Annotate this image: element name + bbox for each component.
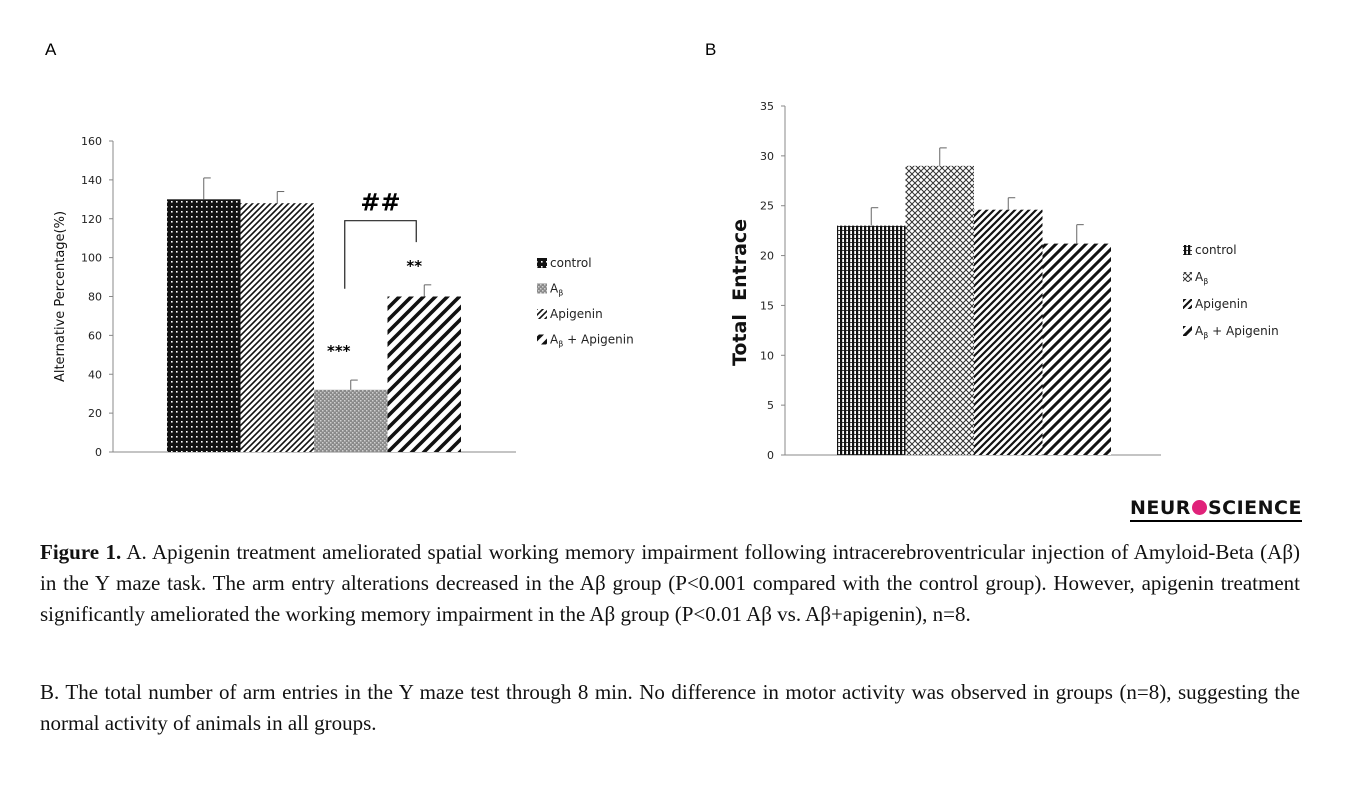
chart-a-annotation-ab: ***: [327, 342, 351, 360]
chart-a-tick-label: 0: [95, 446, 102, 459]
chart-b-tick-label: 15: [760, 299, 774, 312]
chart-a-tick-label: 140: [81, 174, 102, 187]
chart-a-legend-swatch-control: [537, 258, 547, 268]
figure-caption-b: B. The total number of arm entries in th…: [40, 680, 1300, 735]
chart-b-bar-apigenin: [974, 209, 1043, 455]
chart-a-legend-swatch-ab-apigenin: [537, 334, 547, 345]
chart-b-bar-ab: [905, 165, 974, 456]
figure-caption-a: Figure 1. A. Apigenin treatment ameliora…: [40, 537, 1300, 630]
chart-b-tick-label: 30: [760, 150, 774, 163]
chart-b-tick-label: 10: [760, 349, 774, 362]
chart-b-bar-control: [837, 225, 906, 455]
chart-b-legend-swatch-control: [1183, 245, 1192, 255]
logo-brain-icon: [1191, 500, 1207, 515]
caption-lead: Figure 1.: [40, 540, 122, 564]
chart-a-tick-label: 160: [81, 135, 102, 148]
chart-a: 0 20 40 60 80 100 120 140 160 Alternative Percent…: [53, 135, 634, 459]
chart-b-legend-label-control: control: [1195, 243, 1237, 257]
chart-b-legend-swatch-apigenin: [1183, 299, 1192, 309]
chart-b-bar-ab-apigenin: [1042, 243, 1111, 455]
chart-a-tick-label: 20: [88, 407, 102, 420]
panel-b-label: B: [705, 40, 717, 59]
neuroscience-logo: NEUR SCIENCE: [1130, 497, 1302, 522]
chart-b-legend-label-apigenin: Apigenin: [1195, 297, 1248, 311]
chart-a-annotation-ab-api: **: [406, 257, 422, 275]
logo-text-right: SCIENCE: [1207, 497, 1302, 519]
chart-a-significance-bracket: [344, 220, 417, 289]
chart-b-tick-label: 0: [767, 449, 774, 462]
chart-b-tick-label: 5: [767, 399, 774, 412]
chart-a-legend-label-apigenin: Apigenin: [550, 307, 603, 321]
chart-a-legend-label-control: control: [550, 256, 592, 270]
chart-b-legend-label-ab: Aβ: [1195, 270, 1208, 286]
panel-a-label: A: [45, 40, 57, 59]
chart-a-bar-control: [167, 199, 241, 452]
chart-a-tick-label: 80: [88, 291, 102, 304]
chart-a-legend-label-ab: Aβ: [550, 282, 563, 298]
chart-a-tick-label: 60: [88, 329, 102, 342]
chart-a-legend-swatch-apigenin: [537, 309, 547, 319]
chart-a-legend-swatch-ab: [537, 283, 547, 294]
chart-b-tick-label: 35: [760, 100, 774, 113]
chart-a-legend-label-ab-apigenin: Aβ + Apigenin: [550, 333, 634, 349]
chart-a-y-label: Alternative Percentage(%): [53, 211, 68, 382]
caption-a-text: A. Apigenin treatment ameliorated spatia…: [40, 540, 1301, 626]
chart-a-tick-label: 100: [81, 252, 102, 265]
chart-a-tick-label: 120: [81, 213, 102, 226]
chart-b: 0 5 10 15 20 25 30 35 Total Entrace control Aβ Apig…: [729, 100, 1279, 462]
chart-a-bar-apigenin: [240, 203, 314, 452]
chart-b-tick-label: 25: [760, 200, 774, 213]
chart-b-legend-label-ab-apigenin: Aβ + Apigenin: [1195, 324, 1279, 340]
logo-text-left: NEUR: [1130, 497, 1191, 519]
chart-a-bar-ab-apigenin: [387, 296, 461, 452]
chart-a-annotation-bracket: ##: [360, 189, 400, 217]
chart-b-tick-label: 20: [760, 250, 774, 263]
chart-b-y-label: Total Entrace: [729, 219, 751, 366]
chart-a-bar-ab: [314, 389, 388, 452]
chart-b-legend-swatch-ab: [1183, 272, 1192, 282]
chart-b-legend-swatch-ab-apigenin: [1183, 326, 1192, 336]
chart-a-tick-label: 40: [88, 368, 102, 381]
